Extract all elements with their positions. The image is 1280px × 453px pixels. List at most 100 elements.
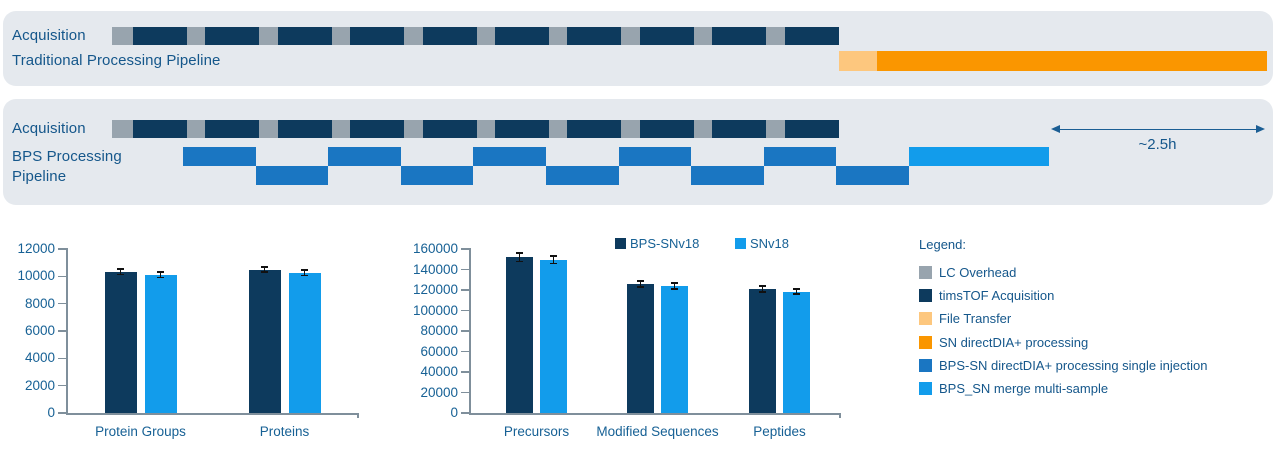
lc-overhead-segment — [766, 120, 785, 138]
y-tick-label: 6000 — [24, 323, 55, 338]
legend-item-label: BPS-SN directDIA+ processing single inje… — [939, 357, 1208, 373]
y-tick-label: 2000 — [24, 377, 55, 393]
category-label: Precursors — [503, 424, 570, 439]
bps-sn-single-injection-segment — [400, 166, 474, 185]
category-label: Protein Groups — [95, 424, 186, 439]
y-tick — [58, 330, 66, 332]
legend-title: Legend: — [919, 237, 966, 252]
lc-overhead-segment — [476, 120, 495, 138]
error-bar-cap — [157, 276, 164, 279]
lc-overhead-segment — [112, 120, 133, 138]
error-bar-whisker — [673, 283, 676, 289]
y-tick — [461, 309, 469, 312]
timstof-acquisition-segment — [495, 27, 549, 45]
error-bar-whisker — [761, 286, 764, 292]
legend-item-label: File Transfer — [939, 311, 1012, 327]
lc-overhead-segment — [476, 27, 495, 45]
error-bar-cap — [550, 255, 557, 257]
y-tick — [58, 412, 66, 414]
bps-sn-single-injection-segment — [328, 147, 401, 166]
y-tick-label: 4000 — [24, 350, 55, 366]
legend-swatch — [919, 266, 932, 280]
lc-overhead-segment — [187, 120, 206, 138]
legend-item: SN directDIA+ processing — [919, 331, 1207, 354]
file-transfer-segment — [839, 51, 877, 71]
duration-arrow-left-head — [1051, 124, 1060, 133]
y-tick — [58, 275, 66, 278]
lc-overhead-segment — [404, 120, 423, 138]
timstof-acquisition-segment — [133, 120, 187, 138]
timstof-acquisition-segment — [784, 120, 839, 138]
legend-item-label: SN directDIA+ processing — [939, 334, 1089, 350]
y-tick-label: 160000 — [412, 241, 458, 256]
timstof-acquisition-segment — [712, 120, 767, 138]
error-bar-cap — [759, 285, 766, 287]
bps-sn-single-injection-segment — [546, 166, 619, 185]
lc-overhead-segment — [549, 120, 568, 138]
y-tick-label: 20000 — [420, 384, 458, 400]
lc-overhead-segment — [331, 120, 351, 138]
lc-overhead-segment — [621, 120, 640, 138]
legend-item: BPS-SN directDIA+ processing single inje… — [919, 354, 1207, 377]
timstof-acquisition-segment — [350, 27, 405, 45]
y-tick-label: 8000 — [24, 295, 55, 311]
chart-legend-label: SNv18 — [750, 236, 790, 251]
timstof-acquisition-segment — [639, 27, 694, 45]
category-label: Proteins — [259, 424, 310, 439]
y-tick — [461, 412, 469, 414]
error-bar-cap — [516, 252, 523, 254]
y-tick — [461, 371, 469, 373]
error-bar-cap — [793, 288, 800, 290]
error-bar-cap — [301, 269, 308, 271]
error-bar-cap — [117, 273, 124, 276]
x-axis-end-tick — [839, 413, 841, 418]
chart-legend-label: BPS-SNv18 — [630, 236, 700, 251]
legend-item: File Transfer — [919, 307, 1207, 330]
error-bar-whisker — [795, 288, 798, 295]
error-bar-whisker — [263, 266, 266, 273]
error-bar-whisker — [552, 256, 555, 264]
bps-pipeline-label-line1: BPS Processing — [12, 148, 122, 165]
bps-sn-single-injection-segment — [255, 166, 329, 185]
timstof-acquisition-segment — [495, 120, 549, 138]
sn-directdia-processing-segment — [877, 51, 1267, 71]
error-bar-cap — [117, 268, 124, 270]
error-bar-whisker — [119, 268, 122, 275]
error-bar-cap — [671, 288, 678, 290]
lc-overhead-segment — [693, 27, 713, 45]
bps-sn-single-injection-segment — [473, 147, 546, 166]
y-tick-label: 120000 — [412, 282, 458, 297]
timstof-acquisition-segment — [567, 27, 622, 45]
legend: LC Overhead timsTOF Acquisition File Trans… — [919, 261, 1207, 400]
legend-item-label: LC Overhead — [939, 265, 1017, 281]
bar-bps-snv18 — [104, 271, 137, 413]
timstof-acquisition-segment — [205, 120, 260, 138]
legend-item-label: timsTOF Acquisition — [939, 288, 1055, 304]
y-axis — [469, 248, 471, 413]
x-axis-end-tick — [357, 413, 359, 418]
bps-sn-merge-segment — [909, 147, 1049, 166]
error-bar-cap — [261, 266, 268, 268]
duration-arrow-line — [1058, 128, 1258, 131]
bar-snv18 — [144, 274, 177, 413]
legend-item: timsTOF Acquisition — [919, 284, 1207, 307]
y-tick — [58, 384, 66, 387]
error-bar-whisker — [159, 272, 162, 278]
timstof-acquisition-segment — [205, 27, 260, 45]
error-bar-cap — [301, 274, 308, 277]
y-tick-label: 0 — [450, 405, 458, 420]
legend-item: BPS_SN merge multi-sample — [919, 377, 1207, 400]
bar-bps-snv18 — [506, 257, 533, 413]
timstof-acquisition-segment — [133, 27, 187, 45]
error-bar-cap — [793, 293, 800, 295]
lc-overhead-segment — [259, 120, 278, 138]
y-tick-label: 0 — [47, 405, 55, 420]
y-axis — [66, 248, 68, 413]
y-tick — [461, 330, 469, 332]
category-label: Peptides — [753, 424, 806, 439]
duration-label: ~2.5h — [1138, 136, 1177, 153]
error-bar-whisker — [303, 270, 306, 276]
y-tick — [461, 268, 469, 271]
error-bar-whisker — [518, 253, 521, 262]
timstof-acquisition-segment — [712, 27, 767, 45]
